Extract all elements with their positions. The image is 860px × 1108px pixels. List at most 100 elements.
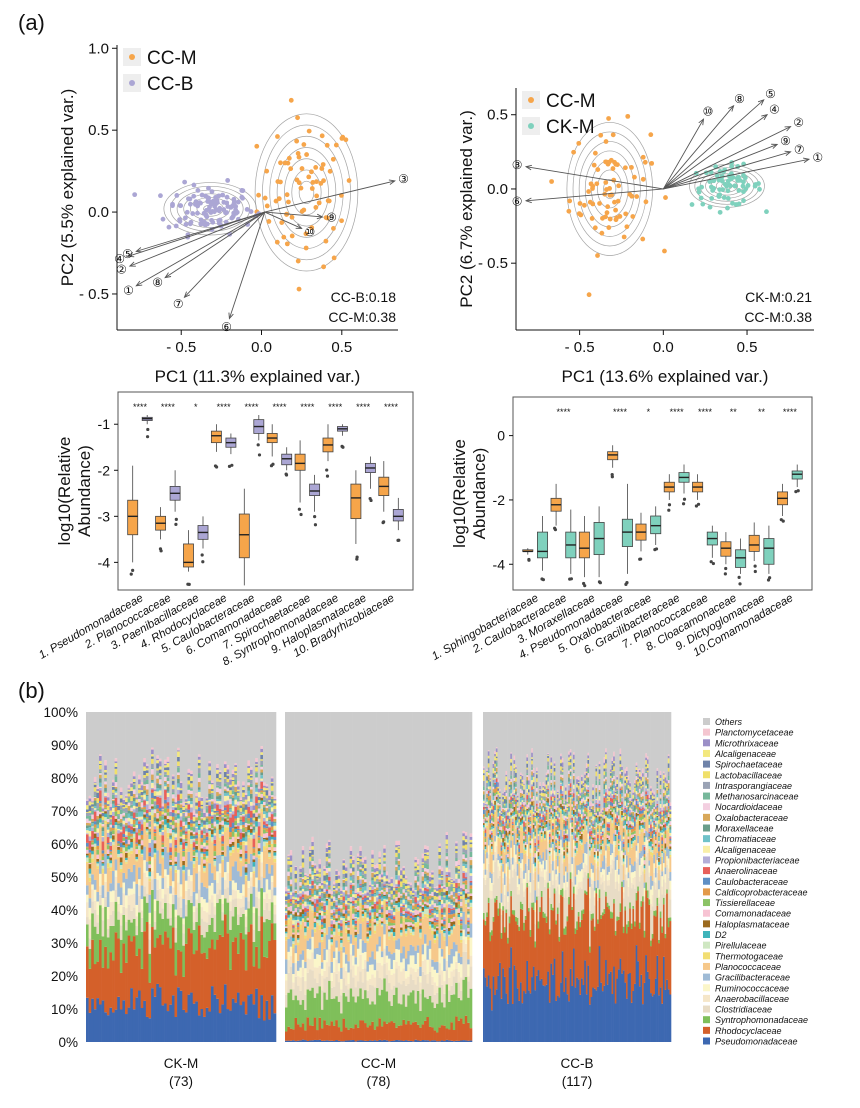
stack-segment [364,912,367,914]
stack-segment [292,1040,295,1042]
stack-segment [268,849,272,853]
stack-segment [311,841,315,847]
loading-label: ⑧ [734,92,745,106]
stack-segment [376,873,379,876]
stack-segment [373,970,377,978]
stack-segment [340,967,343,979]
stack-segment [270,832,274,835]
sample-point-ck-m [716,194,722,199]
stack-segment [318,915,322,921]
stack-segment [402,911,406,915]
stack-segment [216,939,220,999]
stack-segment [313,898,317,904]
stack-segment [130,922,134,942]
stack-segment [213,817,217,822]
stack-segment [119,814,123,820]
stack-segment [421,1024,425,1041]
stack-segment [174,861,178,864]
y-axis-label: log10(RelativeAbundance) [450,439,489,548]
stack-segment [117,820,121,824]
stack-segment [156,775,160,779]
stack-segment [236,831,240,837]
stack-segment [421,867,425,871]
sample-point-cc-m [621,234,627,240]
stack-segment [203,865,207,868]
stack-segment [268,852,272,854]
stack-segment [414,857,418,860]
stack-segment [158,784,162,785]
stack-segment [200,806,204,809]
stack-segment [236,817,240,823]
stack-segment [325,847,329,853]
stack-segment [268,940,272,1020]
stack-segment [340,950,343,968]
stack-segment [337,951,341,964]
stack-segment [130,826,134,830]
stack-segment [388,1041,391,1042]
stack-segment [397,870,401,876]
stack-segment [158,779,162,785]
stack-segment [262,846,266,851]
stack-segment [431,934,434,960]
stack-segment [148,982,152,1019]
stack-segment [93,846,97,850]
stack-segment [436,961,439,973]
stack-segment [140,854,144,857]
stack-segment [265,790,269,796]
stack-segment [213,931,217,950]
stack-segment [308,861,312,867]
stack-segment [385,871,389,876]
stack-segment [308,852,312,857]
stack-segment [106,792,110,798]
sample-point-cc-m [612,199,617,205]
stack-segment [380,979,384,990]
stack-segment [313,894,317,899]
stack-segment [242,866,246,885]
box-cc-m [748,534,760,552]
stack-segment [404,1040,408,1042]
stack-segment [380,924,384,926]
stack-segment [400,953,403,963]
stack-segment [91,846,95,851]
stack-segment [177,823,180,827]
stack-segment-others [187,712,191,769]
stack-segment [135,856,139,860]
stack-segment [184,943,188,1013]
stack-segment [325,910,329,915]
stack-segment [311,856,315,859]
stack-segment [86,828,89,831]
stack-segment-others [299,712,303,867]
stack-segment [292,899,295,904]
stack-segment [378,904,382,910]
outlier-point [299,512,303,517]
stack-segment [234,820,238,826]
stack-segment [318,898,322,903]
stack-segment [252,832,256,835]
stack-segment [166,888,170,903]
stack-segment [262,796,266,800]
stack-segment [195,793,199,797]
sample-point-cc-b [235,199,241,205]
stack-segment [153,813,157,818]
stack-segment [313,874,317,877]
stack-segment [226,824,230,828]
stack-segment [166,783,170,788]
stack-segment [106,845,110,850]
stack-segment [200,1009,204,1042]
stack-segment [117,843,121,845]
sample-point-cc-m [623,211,629,217]
stack-segment [397,1025,401,1041]
stack-segment [109,850,113,852]
stack-segment [361,862,365,864]
stack-segment [135,860,139,862]
stack-segment [234,804,238,807]
stack-segment [112,786,115,790]
stack-segment [130,824,134,827]
stack-segment [416,885,420,891]
stack-segment [347,926,351,928]
stack-segment [104,1012,108,1042]
stack-segment [109,804,113,807]
stack-segment [412,899,415,904]
stack-segment [99,787,102,791]
stack-segment [340,887,343,891]
